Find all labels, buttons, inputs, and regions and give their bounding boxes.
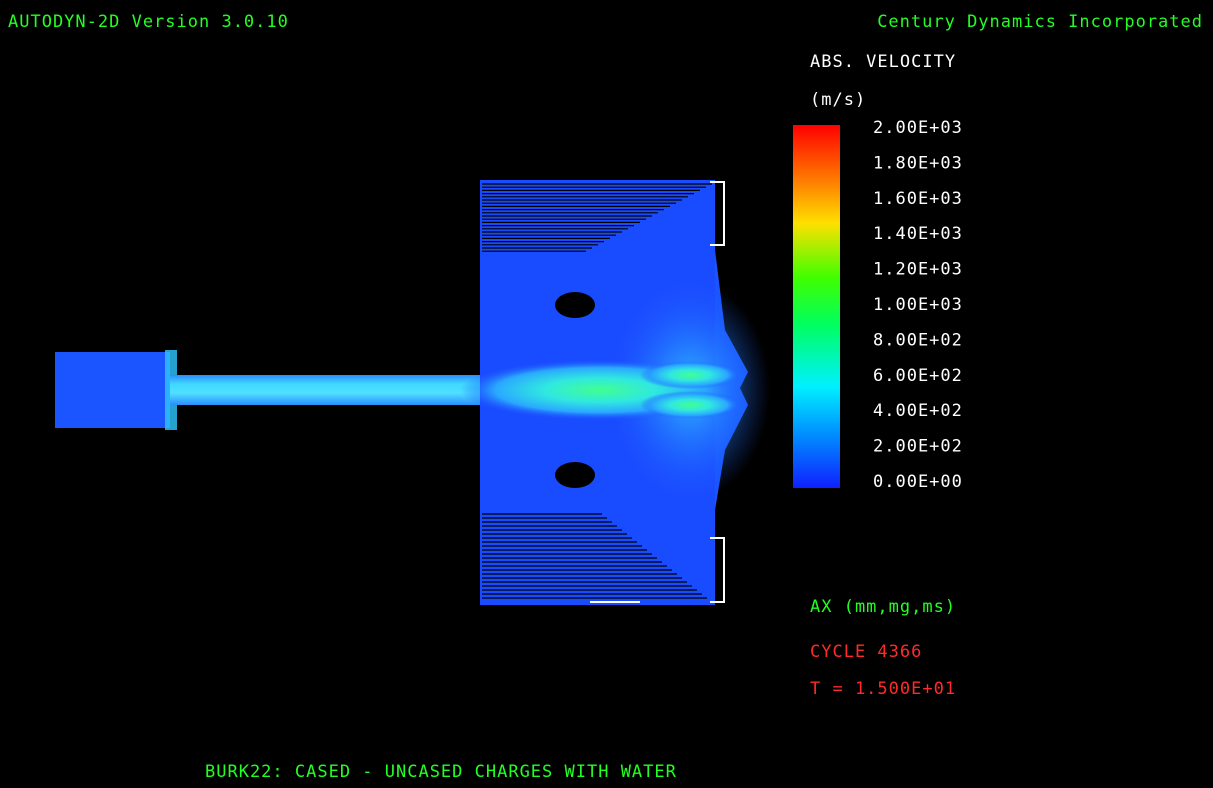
legend-label: 1.40E+03 [873, 224, 963, 244]
legend-label: 1.00E+03 [873, 295, 963, 315]
legend-label: 8.00E+02 [873, 330, 963, 350]
color-bar [793, 125, 840, 488]
jet-core-lower [640, 391, 740, 419]
cavity-upper [555, 292, 595, 318]
legend-label: 2.00E+03 [873, 118, 963, 138]
time: T = 1.500E+01 [810, 679, 956, 699]
legend-title: ABS. VELOCITY [810, 52, 956, 72]
legend-label: 1.80E+03 [873, 153, 963, 173]
legend-label: 4.00E+02 [873, 401, 963, 421]
legend-label: 6.00E+02 [873, 366, 963, 386]
legend-unit: (m/s) [810, 90, 866, 110]
company: Century Dynamics Incorporated [877, 12, 1203, 32]
jet [170, 375, 490, 405]
simulation [55, 180, 770, 605]
charge-block [55, 352, 170, 428]
casing [710, 181, 725, 603]
run-title: BURK22: CASED - UNCASED CHARGES WITH WAT… [205, 762, 677, 782]
cycle: CYCLE 4366 [810, 642, 922, 662]
legend-label: 1.60E+03 [873, 189, 963, 209]
striations [482, 183, 712, 599]
legend-label: 0.00E+00 [873, 472, 963, 492]
units: AX (mm,mg,ms) [810, 597, 956, 617]
cavity-lower [555, 462, 595, 488]
legend-label: 1.20E+03 [873, 260, 963, 280]
jet-core-upper [640, 361, 740, 389]
app-version: AUTODYN-2D Version 3.0.10 [8, 12, 289, 32]
legend-labels: 2.00E+03 1.80E+03 1.60E+03 1.40E+03 1.20E+03… [873, 118, 963, 492]
legend-label: 2.00E+02 [873, 437, 963, 457]
